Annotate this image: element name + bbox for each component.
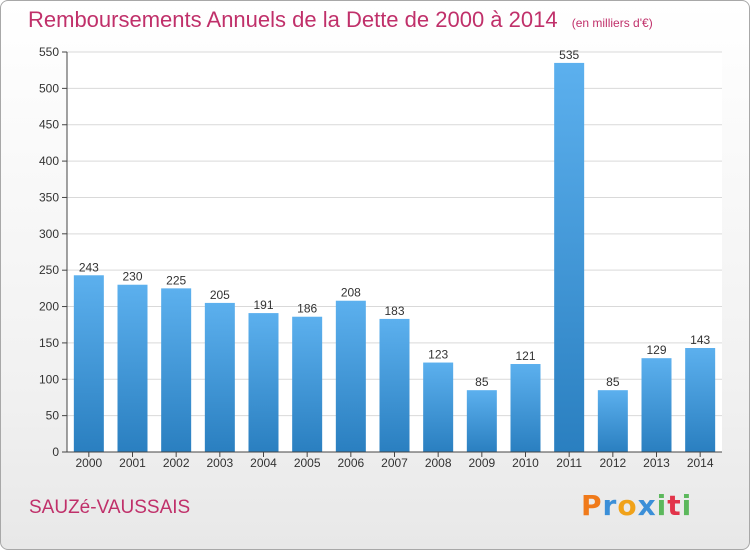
bar (73, 275, 104, 452)
bar (335, 300, 366, 452)
x-tick-label: 2008 (425, 456, 452, 470)
y-tick-label: 500 (39, 81, 59, 95)
y-tick-label: 400 (39, 154, 59, 168)
x-tick-label: 2012 (599, 456, 626, 470)
data-label: 183 (384, 304, 404, 318)
x-tick-label: 2007 (381, 456, 408, 470)
bar (641, 358, 672, 452)
x-tick-label: 2003 (206, 456, 233, 470)
chart-title-text: Remboursements Annuels de la Dette de 20… (28, 7, 558, 32)
data-label: 121 (515, 349, 535, 363)
data-label: 225 (166, 273, 186, 287)
logo-letter: P (581, 489, 603, 522)
bar (597, 390, 628, 452)
x-tick-label: 2004 (250, 456, 277, 470)
bar (292, 316, 323, 452)
y-tick-label: 200 (39, 300, 59, 314)
bar (466, 390, 497, 452)
bar (554, 62, 585, 453)
logo-letter: i (656, 489, 668, 522)
x-tick-label: 2010 (512, 456, 539, 470)
x-tick-label: 2006 (337, 456, 364, 470)
logo-letter: t (667, 489, 682, 522)
x-tick-label: 2005 (294, 456, 321, 470)
y-tick-label: 350 (39, 190, 59, 204)
x-tick-label: 2001 (119, 456, 146, 470)
y-tick-label: 550 (39, 45, 59, 59)
chart-title: Remboursements Annuels de la Dette de 20… (28, 7, 653, 33)
proxiti-logo: Proxiti (581, 489, 692, 522)
bar (510, 364, 541, 452)
data-label: 205 (210, 288, 230, 302)
y-tick-label: 50 (46, 409, 60, 423)
data-label: 535 (559, 48, 579, 62)
x-tick-label: 2013 (643, 456, 670, 470)
data-label: 143 (690, 333, 710, 347)
y-tick-label: 250 (39, 263, 59, 277)
data-label: 243 (79, 260, 99, 274)
y-tick-label: 300 (39, 227, 59, 241)
x-tick-label: 2009 (468, 456, 495, 470)
logo-letter: x (637, 489, 657, 522)
data-label: 186 (297, 302, 317, 316)
bar (379, 318, 410, 452)
x-tick-label: 2002 (163, 456, 190, 470)
data-label: 129 (646, 343, 666, 357)
logo-letter: r (602, 489, 618, 522)
data-label: 123 (428, 348, 448, 362)
data-label: 230 (122, 270, 142, 284)
bar (248, 313, 279, 452)
commune-name: SAUZé-VAUSSAIS (29, 497, 191, 518)
bar (204, 302, 235, 452)
data-label: 191 (253, 298, 273, 312)
logo-letter: o (617, 489, 638, 522)
bar (117, 284, 148, 452)
data-label: 208 (341, 286, 361, 300)
bar (423, 362, 454, 452)
data-label: 85 (475, 375, 489, 389)
y-tick-label: 450 (39, 118, 59, 132)
bar (161, 288, 192, 452)
y-tick-label: 150 (39, 336, 59, 350)
x-tick-label: 2014 (687, 456, 714, 470)
bar (685, 348, 716, 452)
y-tick-label: 0 (52, 445, 59, 459)
x-tick-label: 2011 (556, 456, 582, 470)
data-label: 85 (606, 375, 620, 389)
y-tick-label: 100 (39, 372, 59, 386)
x-tick-label: 2000 (75, 456, 102, 470)
chart-unit: (en milliers d'€) (571, 16, 653, 30)
logo-letter: i (681, 489, 693, 522)
